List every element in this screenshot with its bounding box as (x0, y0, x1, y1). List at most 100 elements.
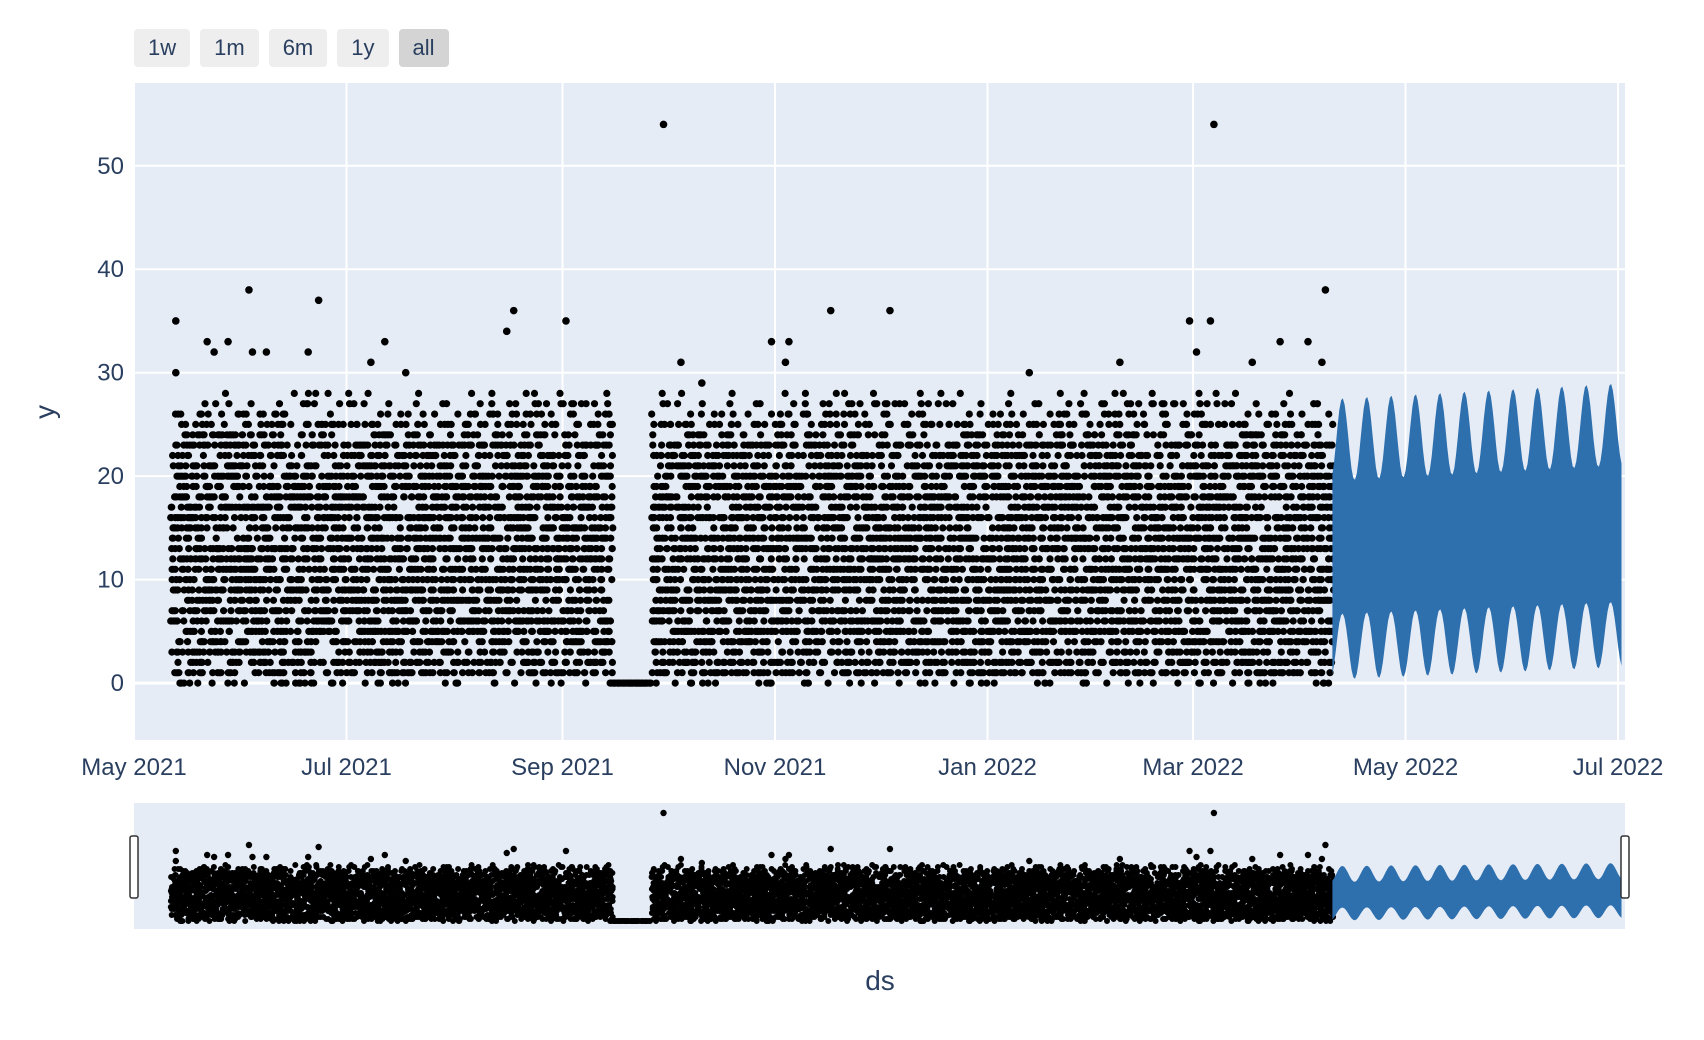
slider-outlier-point (1249, 855, 1256, 863)
outlier-point (677, 358, 685, 367)
main-plot: May 2021 Jul 2021 Sep 2021 Nov 2021 Jan 2022… (81, 83, 1663, 781)
y-tick-label: 50 (97, 153, 124, 180)
x-tick-label: Jul 2021 (301, 754, 392, 781)
slider-outlier-point (503, 849, 510, 857)
slider-forecast-band (1332, 863, 1622, 921)
outlier-point (203, 337, 211, 346)
slider-outlier-point (172, 847, 180, 855)
range-slider-right-handle[interactable] (1620, 835, 1630, 899)
outlier-point (248, 348, 257, 356)
observation-points (167, 389, 1338, 687)
outlier-point (367, 358, 375, 367)
slider-outlier-point (1193, 853, 1200, 861)
outlier-point (210, 348, 218, 356)
x-axis-title: ds (865, 965, 895, 996)
slider-outlier-point (827, 845, 834, 853)
range-selector: 1w 1m 6m 1y all (134, 29, 449, 67)
outlier-point (1321, 286, 1330, 294)
slider-outlier-point (782, 855, 789, 863)
outlier-point (1116, 358, 1124, 367)
outlier-point (1185, 317, 1194, 325)
outlier-point (245, 286, 253, 294)
outlier-point (401, 368, 410, 377)
outlier-point (1276, 337, 1284, 346)
slider-outlier-point (203, 851, 211, 859)
y-tick-label: 40 (97, 256, 124, 283)
outlier-point (1210, 120, 1218, 129)
outlier-point (172, 368, 180, 377)
x-tick-label: Jul 2022 (1573, 754, 1664, 781)
slider-outlier-point (402, 857, 409, 865)
slider-outlier-point (660, 809, 667, 817)
slider-outlier-point (698, 859, 706, 867)
range-button-all[interactable]: all (398, 29, 449, 67)
outlier-point (1318, 358, 1326, 367)
slider-outlier-point (224, 851, 232, 859)
x-tick-label: May 2021 (81, 754, 186, 781)
outlier-point (1025, 368, 1034, 377)
range-button-6m[interactable]: 6m (268, 29, 328, 67)
slider-outlier-point (1026, 857, 1033, 865)
slider-outlier-point (381, 851, 389, 859)
x-tick-label: Nov 2021 (724, 754, 827, 781)
slider-outlier-point (249, 853, 256, 861)
outlier-point (304, 348, 312, 356)
outlier-point (659, 120, 668, 129)
slider-outlier-point (172, 857, 180, 865)
slider-outlier-point (315, 843, 322, 851)
slider-outlier-point (263, 853, 270, 861)
slider-outlier-point (1207, 847, 1214, 855)
range-button-1m[interactable]: 1m (200, 29, 259, 67)
x-tick-label: Mar 2022 (1142, 754, 1243, 781)
outlier-point (1206, 317, 1215, 325)
y-tick-label: 20 (97, 463, 124, 490)
range-button-1y[interactable]: 1y (337, 29, 389, 67)
outlier-point (224, 337, 232, 346)
slider-outlier-point (304, 853, 312, 861)
slider-outlier-point (1210, 809, 1218, 817)
outlier-point (1304, 337, 1312, 346)
outlier-point (767, 337, 776, 346)
y-tick-label: 0 (111, 670, 124, 697)
slider-outlier-point (886, 845, 894, 853)
outlier-point (262, 348, 271, 356)
range-slider-left-handle[interactable] (129, 835, 139, 899)
y-axis-title: y (29, 405, 60, 419)
outlier-point (509, 306, 518, 315)
slider-outlier-point (1322, 841, 1329, 849)
slider-observation-points (167, 862, 1337, 924)
range-slider[interactable] (129, 803, 1630, 929)
outlier-point (886, 306, 894, 315)
outlier-point (1192, 348, 1201, 356)
slider-outlier-point (367, 855, 375, 863)
x-tick-label: May 2022 (1353, 754, 1458, 781)
outlier-point (785, 337, 793, 346)
outlier-point (698, 379, 706, 387)
y-tick-label: 30 (97, 360, 124, 387)
outlier-point (381, 337, 389, 346)
outlier-point (826, 306, 835, 315)
slider-outlier-point (768, 851, 775, 859)
range-button-1w[interactable]: 1w (134, 29, 191, 67)
slider-outlier-point (1276, 851, 1284, 859)
slider-outlier-point (510, 845, 517, 853)
outlier-point (562, 317, 570, 325)
outlier-point (172, 317, 180, 325)
slider-outlier-point (1304, 851, 1312, 859)
forecast-band (1332, 383, 1622, 679)
slider-outlier-point (1318, 855, 1326, 863)
outlier-point (314, 296, 323, 305)
outlier-point (781, 358, 790, 367)
y-tick-label: 10 (97, 567, 124, 594)
slider-outlier-point (1116, 855, 1124, 863)
x-tick-label: Jan 2022 (938, 754, 1037, 781)
slider-outlier-point (245, 841, 253, 849)
x-tick-label: Sep 2021 (511, 754, 614, 781)
slider-outlier-point (677, 855, 685, 863)
slider-outlier-point (562, 847, 570, 855)
slider-outlier-point (210, 853, 218, 861)
outlier-point (502, 327, 511, 336)
slider-outlier-point (1186, 847, 1193, 855)
outlier-point (1248, 358, 1257, 367)
